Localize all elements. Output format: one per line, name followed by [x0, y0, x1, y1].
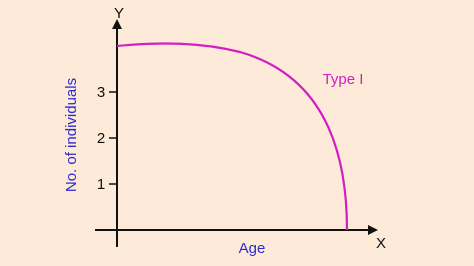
y-axis-title: No. of individuals: [63, 78, 80, 192]
curve-label: Type I: [323, 71, 364, 88]
x-letter: X: [376, 235, 386, 252]
y-arrow: [112, 19, 122, 29]
x-arrow: [368, 225, 378, 235]
y-tick-label: 1: [97, 176, 105, 193]
y-letter: Y: [114, 5, 124, 22]
x-axis-title: Age: [239, 240, 266, 257]
y-tick-label: 2: [97, 130, 105, 147]
y-tick-label: 3: [97, 84, 105, 101]
survivorship-curve: [116, 42, 349, 231]
